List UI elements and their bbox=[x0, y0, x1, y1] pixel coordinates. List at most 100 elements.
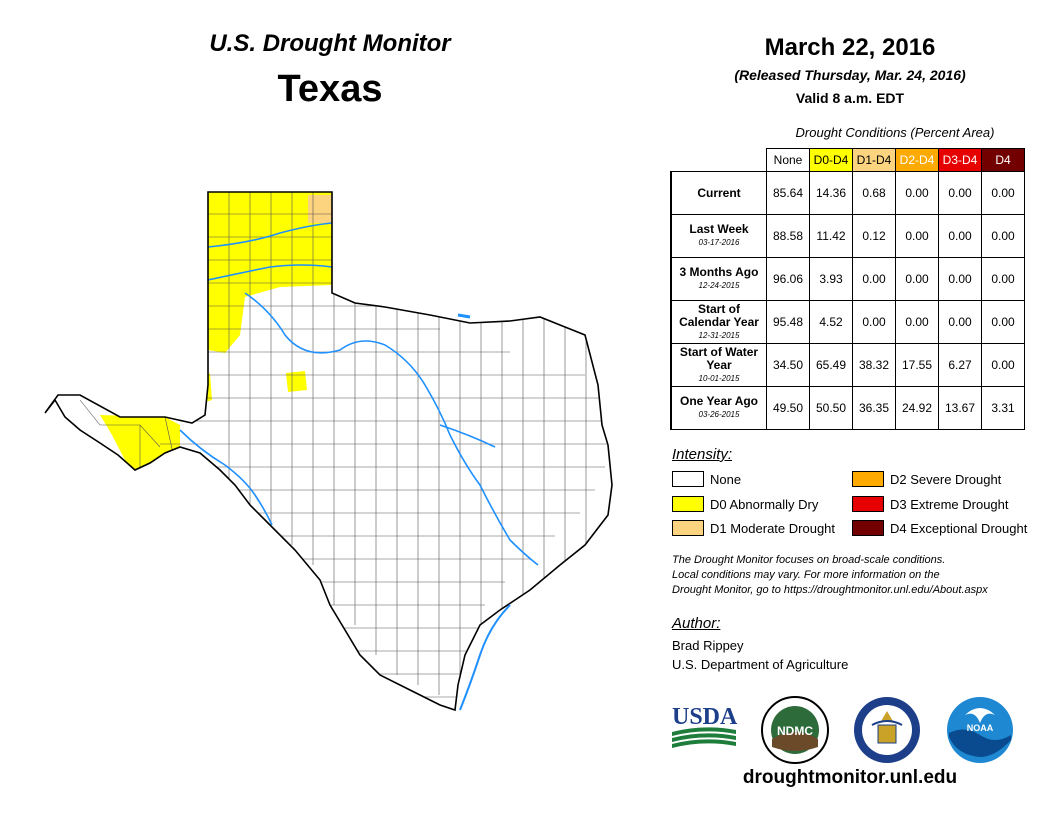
commerce-seal-icon bbox=[854, 697, 920, 763]
legend-swatch bbox=[852, 496, 884, 512]
table-cell: 95.48 bbox=[766, 300, 810, 344]
usda-logo-text: USDA bbox=[672, 704, 738, 730]
table-cell: 88.58 bbox=[766, 214, 810, 258]
note-line: Local conditions may vary. For more info… bbox=[672, 569, 940, 581]
table-cell: 49.50 bbox=[766, 386, 810, 430]
legend-item-d2: D2 Severe Drought bbox=[852, 471, 1001, 487]
row-label: One Year Ago 03-26-2015 bbox=[670, 386, 767, 430]
col-header-d4: D4 bbox=[981, 148, 1025, 172]
table-cell: 65.49 bbox=[809, 343, 853, 387]
table-row-one-year-ago: One Year Ago 03-26-2015 49.50 50.50 36.35… bbox=[670, 386, 1025, 430]
table-row-3-months-ago: 3 Months Ago 12-24-2015 96.06 3.93 0.00 0… bbox=[670, 257, 1025, 301]
table-cell: 6.27 bbox=[938, 343, 982, 387]
row-label: Last Week 03-17-2016 bbox=[670, 214, 767, 258]
table-cell: 4.52 bbox=[809, 300, 853, 344]
gulf-coastline bbox=[459, 604, 511, 711]
noaa-logo-text: NOAA bbox=[967, 723, 994, 733]
table-cell: 36.35 bbox=[852, 386, 896, 430]
table-cell: 50.50 bbox=[809, 386, 853, 430]
table-cell: 0.00 bbox=[981, 257, 1025, 301]
row-label-text: Current bbox=[697, 185, 741, 200]
row-label: Current bbox=[670, 171, 767, 215]
ndmc-logo-text: NDMC bbox=[777, 724, 813, 738]
table-cell: 0.12 bbox=[852, 214, 896, 258]
table-cell: 14.36 bbox=[809, 171, 853, 215]
row-date: 12-31-2015 bbox=[698, 330, 740, 340]
table-cell: 34.50 bbox=[766, 343, 810, 387]
row-label-text: 3 Months Ago bbox=[679, 265, 759, 279]
table-cell: 13.67 bbox=[938, 386, 982, 430]
table-cell: 0.00 bbox=[981, 171, 1025, 215]
state-title: Texas bbox=[277, 68, 383, 110]
table-cell: 0.00 bbox=[938, 214, 982, 258]
author-org: U.S. Department of Agriculture bbox=[672, 657, 849, 672]
county-lines bbox=[79, 192, 610, 705]
row-date: 03-26-2015 bbox=[698, 410, 740, 419]
col-header-none: None bbox=[766, 148, 810, 172]
row-label-text: One Year Ago bbox=[679, 394, 759, 408]
state-outline bbox=[44, 191, 613, 712]
legend-swatch bbox=[672, 520, 704, 536]
valid-time: Valid 8 a.m. EDT bbox=[795, 90, 905, 106]
header-blank-cell bbox=[671, 149, 767, 172]
table-cell: 0.00 bbox=[895, 171, 939, 215]
table-cell: 85.64 bbox=[766, 171, 810, 215]
table-cell: 3.93 bbox=[809, 257, 853, 301]
legend-item-d1: D1 Moderate Drought bbox=[672, 520, 835, 536]
legend-swatch bbox=[852, 471, 884, 487]
row-label-text: Start of Water Year bbox=[679, 344, 759, 372]
map-title: U.S. Drought Monitor bbox=[209, 30, 451, 57]
table-row-current: Current 85.64 14.36 0.68 0.00 0.00 0.00 bbox=[670, 171, 1025, 215]
drought-conditions-table: None D0-D4 D1-D4 D2-D4 D3-D4 D4 Current … bbox=[670, 148, 1025, 430]
noaa-logo-icon: NOAA bbox=[947, 697, 1013, 763]
d0-panhandle-area bbox=[208, 192, 332, 353]
table-cell: 0.00 bbox=[895, 214, 939, 258]
texas-drought-map bbox=[44, 191, 613, 712]
map-date: March 22, 2016 bbox=[764, 34, 936, 61]
legend-item-d0: D0 Abnormally Dry bbox=[672, 496, 818, 512]
legend-item-d3: D3 Extreme Drought bbox=[852, 496, 1009, 512]
table-row-start-water-year: Start of Water Year 10-01-2015 34.50 65.4… bbox=[670, 343, 1025, 387]
d0-big-bend-area bbox=[172, 537, 212, 563]
legend-label: D3 Extreme Drought bbox=[890, 496, 1009, 512]
row-label-text: Last Week bbox=[689, 222, 749, 236]
table-row-last-week: Last Week 03-17-2016 88.58 11.42 0.12 0.0… bbox=[670, 214, 1025, 258]
usda-logo-icon: USDA bbox=[672, 704, 738, 748]
table-cell: 0.68 bbox=[852, 171, 896, 215]
ndmc-logo-icon: NDMC bbox=[761, 696, 829, 764]
website-link[interactable]: droughtmonitor.unl.edu bbox=[742, 767, 958, 788]
table-cell: 0.00 bbox=[938, 171, 982, 215]
table-caption: Drought Conditions (Percent Area) bbox=[795, 125, 995, 140]
table-cell: 96.06 bbox=[766, 257, 810, 301]
d0-central-spot bbox=[286, 371, 307, 392]
col-header-d0-d4: D0-D4 bbox=[809, 148, 853, 172]
row-label: 3 Months Ago 12-24-2015 bbox=[670, 257, 767, 301]
table-cell: 0.00 bbox=[981, 214, 1025, 258]
author-name: Brad Rippey bbox=[672, 638, 744, 653]
table-cell: 24.92 bbox=[895, 386, 939, 430]
legend-title: Intensity: bbox=[672, 446, 733, 463]
table-cell: 3.31 bbox=[981, 386, 1025, 430]
legend-item-d4: D4 Exceptional Drought bbox=[852, 520, 1027, 536]
table-row-start-calendar-year: Start of Calendar Year 12-31-2015 95.48 4… bbox=[670, 300, 1025, 344]
table-cell: 0.00 bbox=[895, 257, 939, 301]
row-label-text: Start of Calendar Year bbox=[679, 301, 759, 329]
table-cell: 17.55 bbox=[895, 343, 939, 387]
author-heading: Author: bbox=[672, 615, 721, 632]
row-date: 12-24-2015 bbox=[698, 281, 740, 290]
table-cell: 11.42 bbox=[809, 214, 853, 258]
table-cell: 0.00 bbox=[852, 300, 896, 344]
legend-label: D0 Abnormally Dry bbox=[710, 496, 819, 512]
col-header-d3-d4: D3-D4 bbox=[938, 148, 982, 172]
row-date: 10-01-2015 bbox=[698, 373, 740, 383]
legend-swatch bbox=[852, 520, 884, 536]
table-cell: 0.00 bbox=[852, 257, 896, 301]
note-line: The Drought Monitor focuses on broad-sca… bbox=[672, 554, 946, 566]
table-cell: 0.00 bbox=[981, 300, 1025, 344]
note-line: Drought Monitor, go to https://droughtmo… bbox=[672, 584, 988, 596]
state-background bbox=[45, 192, 612, 710]
legend-label: D4 Exceptional Drought bbox=[890, 520, 1028, 536]
release-date: (Released Thursday, Mar. 24, 2016) bbox=[734, 67, 966, 83]
legend-label: D2 Severe Drought bbox=[890, 471, 1002, 487]
col-header-d1-d4: D1-D4 bbox=[852, 148, 896, 172]
